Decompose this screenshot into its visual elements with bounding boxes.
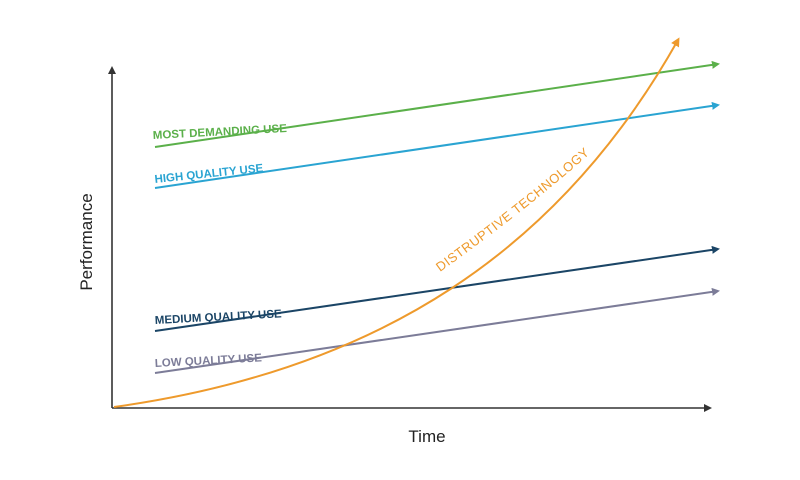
low-quality-use-line	[154, 287, 720, 374]
most-demanding-use-label: MOST DEMANDING USE	[153, 123, 288, 142]
high-quality-use-label: HIGH QUALITY USE	[154, 163, 264, 186]
low-quality-use-label: LOW QUALITY USE	[155, 352, 263, 370]
disruptive-technology-curve	[113, 37, 680, 408]
high-quality-use-line	[154, 101, 720, 189]
disruptive-technology-label-path: DISTRUPTIVE TECHNOLOGY	[433, 144, 592, 274]
most-demanding-use-line	[154, 60, 720, 148]
medium-quality-use-line	[154, 245, 720, 332]
disruptive-technology-label: DISTRUPTIVE TECHNOLOGY	[433, 144, 592, 274]
medium-quality-use-label: MEDIUM QUALITY USE	[155, 308, 283, 327]
y-axis-title: Performance	[77, 193, 96, 290]
x-axis-title: Time	[408, 427, 445, 446]
